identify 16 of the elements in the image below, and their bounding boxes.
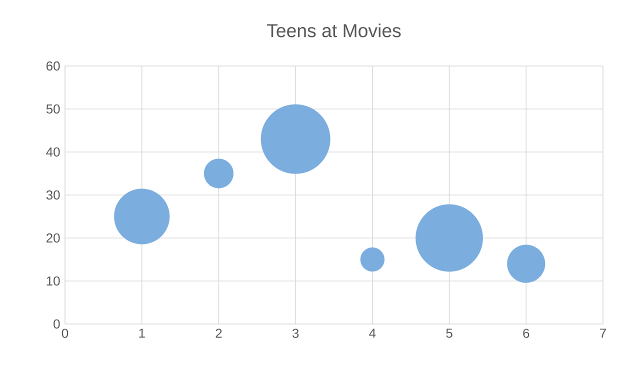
chart-title: Teens at Movies (266, 24, 401, 38)
x-tick-label: 4 (369, 328, 376, 338)
x-tick-label: 1 (139, 328, 145, 338)
y-tick-label: 10 (46, 276, 60, 286)
y-tick-label: 60 (46, 61, 60, 71)
y-tick-label: 50 (46, 104, 60, 114)
y-tick-label: 0 (54, 319, 60, 329)
x-tick-label: 7 (600, 328, 606, 338)
x-tick-label: 2 (216, 328, 222, 338)
y-tick-label: 40 (46, 147, 60, 157)
y-tick-label: 30 (46, 190, 60, 200)
x-tick-label: 0 (62, 328, 68, 338)
x-tick-label: 6 (523, 328, 530, 338)
x-tick-label: 5 (446, 328, 452, 338)
y-tick-label: 20 (46, 233, 60, 243)
x-tick-label: 3 (292, 328, 299, 338)
